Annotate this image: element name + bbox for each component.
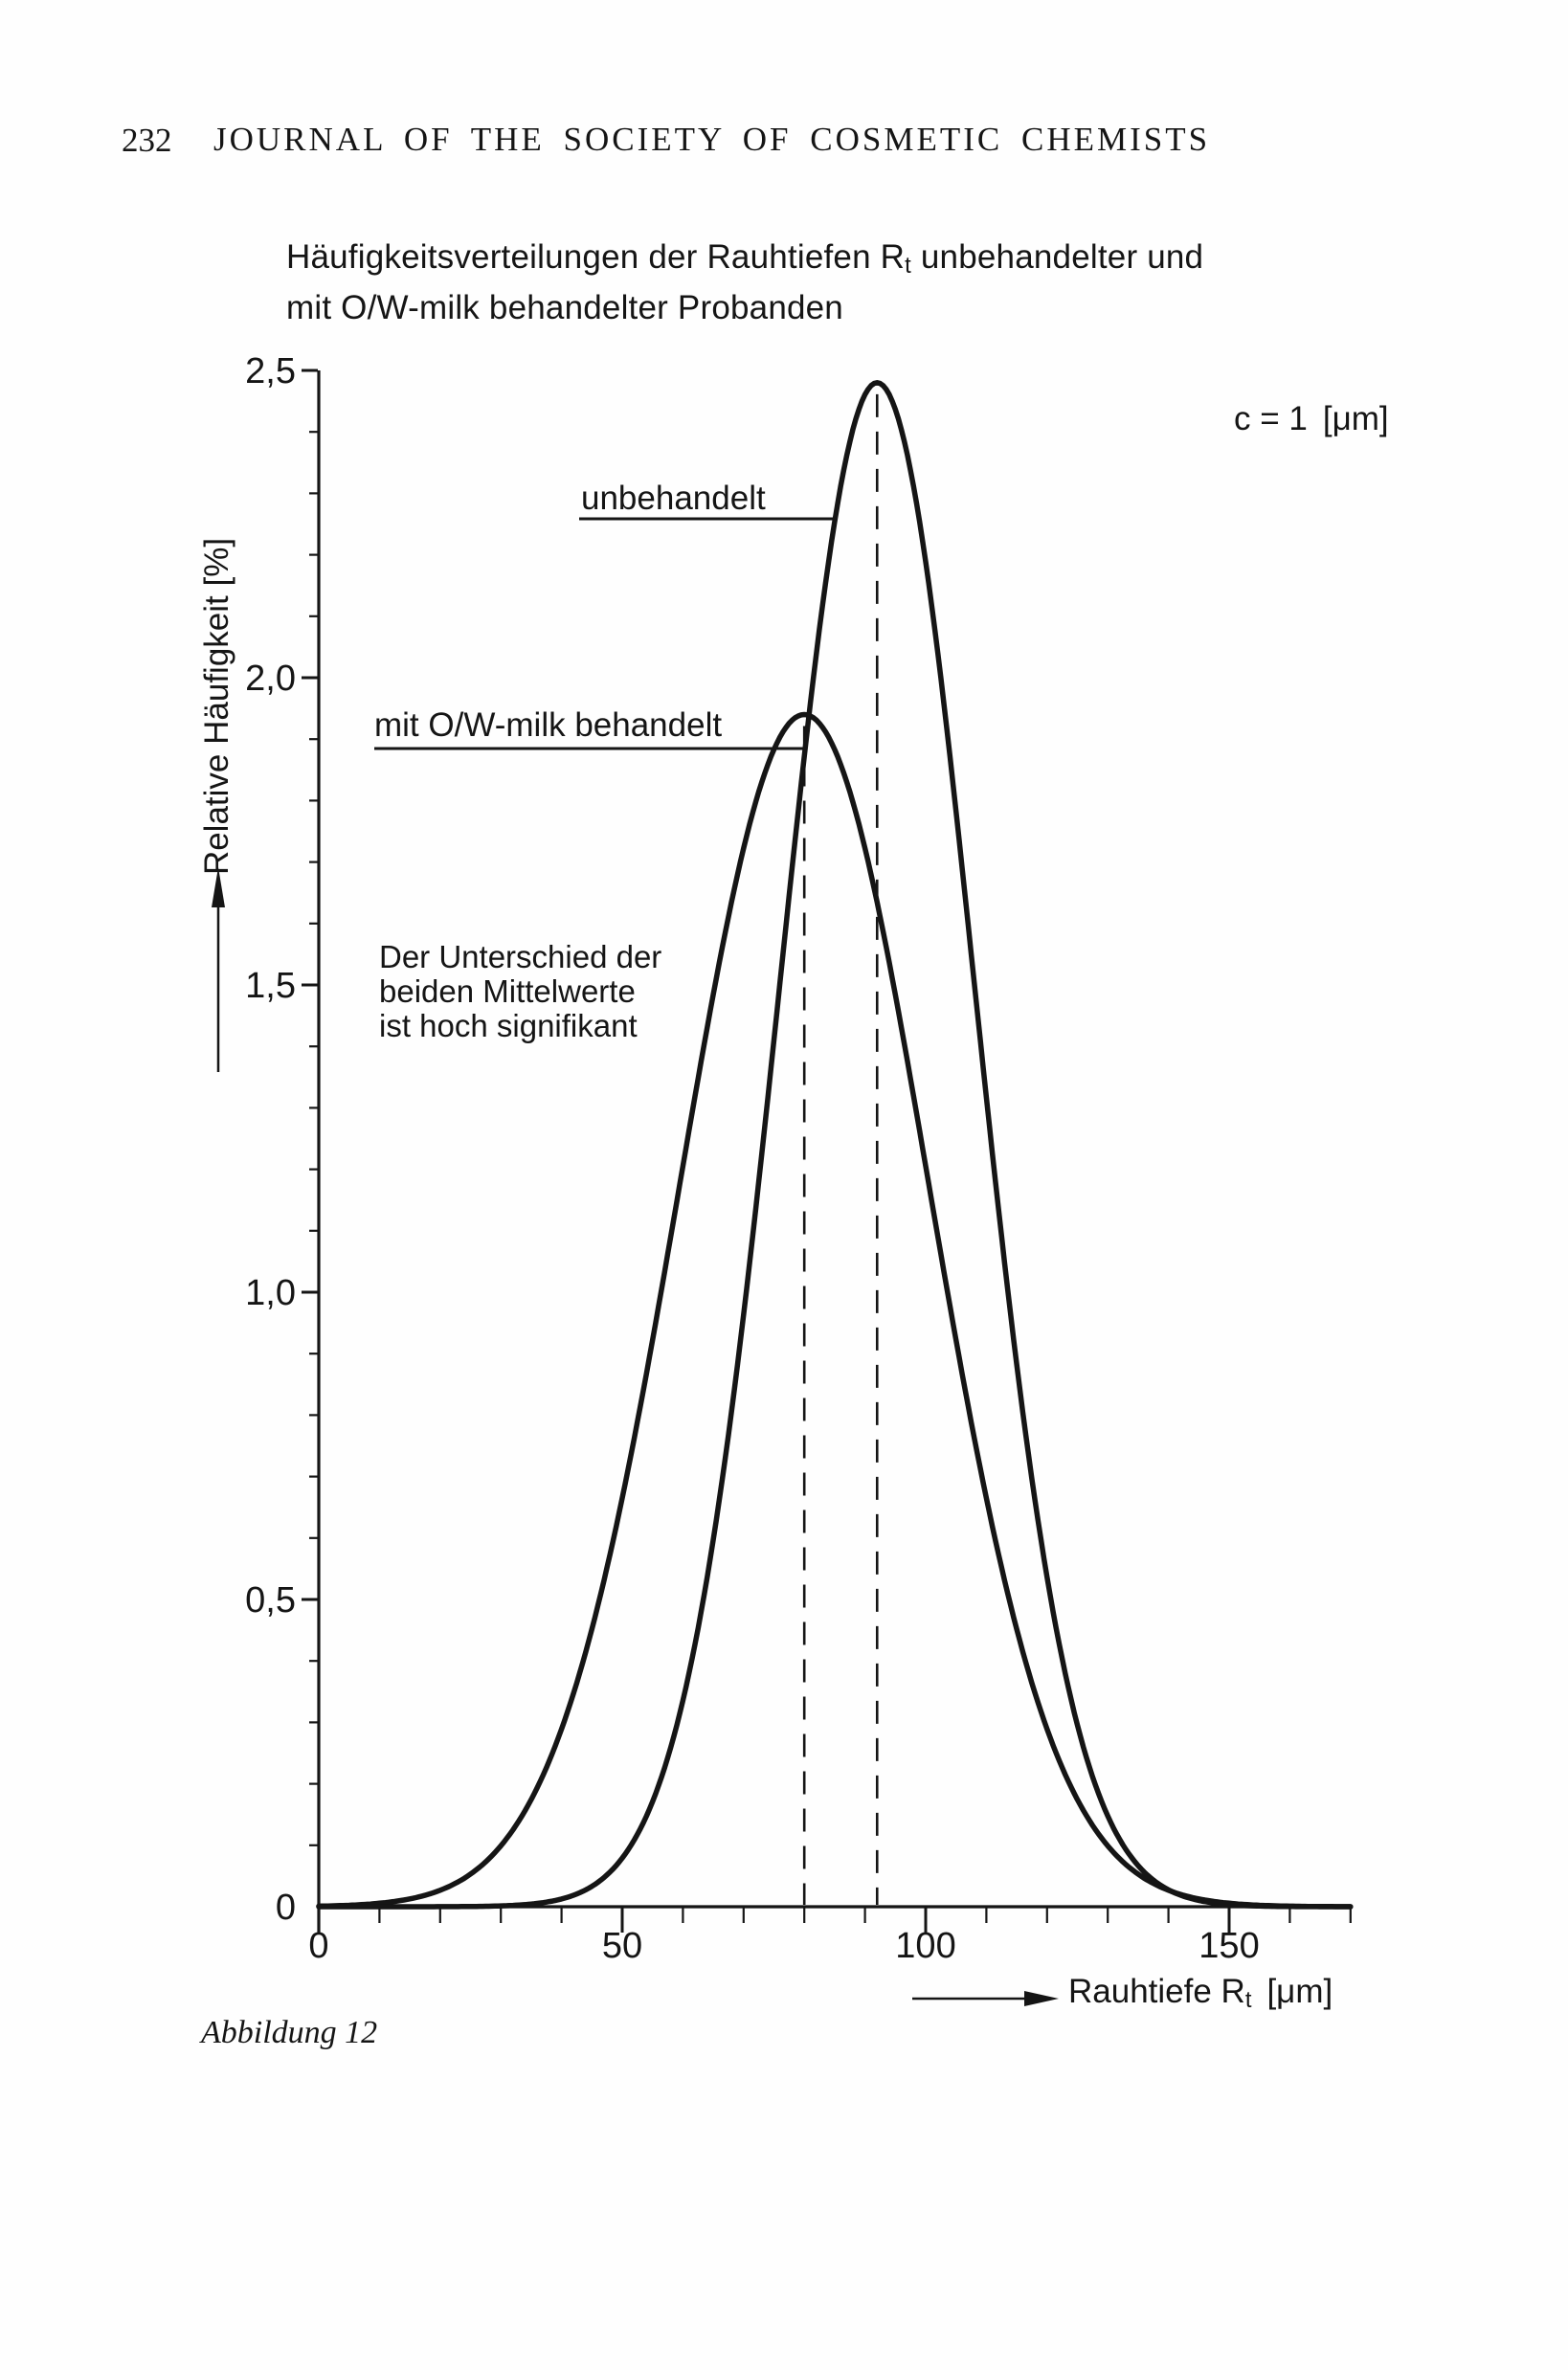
figure-caption: Abbildung 12 (201, 2015, 378, 2050)
significance-note: Der Unterschied der beiden Mittelwerte i… (379, 939, 662, 1043)
x-axis-label: Rauhtiefe Rt [μm] (1068, 1973, 1333, 2014)
subscript-t: t (1244, 1987, 1252, 2014)
y-tick-label: 2,0 (245, 659, 296, 699)
curve-milk (316, 711, 1354, 1910)
x-tick-label: 0 (308, 1926, 328, 1966)
page-number: 232 (122, 122, 172, 159)
chart-title-line-1: Häufigkeitsverteilungen der Rauhtiefen R… (286, 238, 1204, 279)
x-tick-label: 150 (1198, 1926, 1259, 1966)
journal-header: JOURNAL OF THE SOCIETY OF COSMETIC CHEMI… (213, 121, 1211, 158)
x-tick-label: 50 (602, 1926, 642, 1966)
y-tick-label: 1,5 (245, 966, 296, 1006)
y-axis-arrow-head (212, 867, 225, 907)
x-axis-arrow-head (1024, 1991, 1059, 2006)
y-tick-label: 0,5 (245, 1580, 296, 1621)
x-tick-label: 100 (895, 1926, 955, 1966)
y-tick-label: 2,5 (245, 351, 296, 391)
chart-title-line-2: mit O/W-milk behandelter Probanden (286, 289, 843, 327)
series-label-unbehandelt: unbehandelt (581, 480, 766, 517)
curve-unbehandelt (316, 380, 1354, 1910)
chart-title: Häufigkeitsverteilungen der Rauhtiefen R… (286, 236, 1203, 329)
class-width-annotation: c = 1 [μm] (1234, 400, 1389, 437)
series-label-milk: mit O/W-milk behandelt (374, 706, 723, 744)
y-tick-label: 1,0 (245, 1273, 296, 1313)
subscript-t: t (905, 253, 911, 279)
y-tick-label: 0 (276, 1888, 296, 1928)
